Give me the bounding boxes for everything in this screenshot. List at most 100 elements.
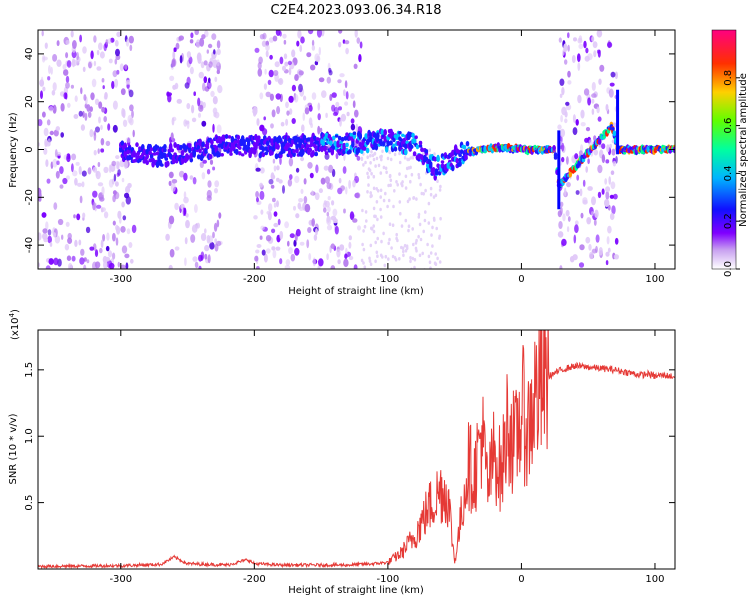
- spectrogram-ridge-mark: [458, 153, 462, 157]
- spectrogram-ridge-mark: [148, 158, 152, 163]
- spectrogram-transition-mark: [616, 89, 620, 155]
- spectrogram-noise-mark: [263, 116, 267, 121]
- spectrogram-noise-mark: [328, 70, 333, 76]
- spectrogram-noise-mark: [323, 165, 329, 171]
- spectrogram-noise-mark: [214, 111, 220, 119]
- spectrogram-noise-mark: [86, 104, 91, 112]
- spectrogram-noise-mark: [404, 282, 407, 286]
- spectrogram-noise-mark: [389, 183, 392, 187]
- spectrogram-noise-mark: [272, 158, 276, 164]
- spectrogram-noise-mark: [293, 239, 297, 247]
- spectrogram-noise-mark: [107, 123, 111, 131]
- spectrogram-ridge-mark: [221, 134, 226, 139]
- spectrogram-noise-mark: [259, 34, 265, 40]
- spectrogram-noise-mark: [576, 174, 580, 181]
- colorbar-tick-label: 0.0: [723, 261, 734, 277]
- spectrogram-noise-mark: [195, 39, 201, 49]
- spectrogram-noise-mark: [194, 204, 198, 213]
- spectrogram-ridge-mark: [440, 160, 445, 164]
- spectrogram-noise-mark: [186, 103, 191, 110]
- spectrogram-noise-mark: [366, 155, 370, 159]
- spectrogram-noise-mark: [93, 149, 97, 156]
- spectrogram-noise-mark: [386, 204, 389, 209]
- spectrogram-noise-mark: [318, 188, 323, 194]
- spectrogram-noise-mark: [439, 216, 442, 221]
- spectrogram-noise-mark: [567, 216, 571, 222]
- spectrogram-noise-mark: [52, 54, 58, 62]
- spectrogram-noise-mark: [128, 35, 134, 44]
- spectrogram-noise-mark: [597, 164, 603, 174]
- spectrogram-noise-mark: [334, 225, 339, 235]
- spectrogram-noise-mark: [353, 63, 358, 69]
- spectrogram-ridge-mark: [374, 143, 379, 151]
- spectrogram-noise-mark: [194, 261, 199, 269]
- spectrogram-noise-mark: [65, 82, 70, 89]
- spectrogram-noise-mark: [190, 234, 196, 243]
- spectrogram-noise-mark: [580, 109, 585, 119]
- spectrogram-ridge-mark: [242, 139, 246, 146]
- spectrogram-noise-mark: [420, 270, 423, 274]
- spectrogram-noise-mark: [404, 248, 408, 253]
- spectrogram-noise-mark: [326, 182, 332, 190]
- spectrogram-noise-mark: [116, 31, 122, 38]
- spectrogram-noise-mark: [300, 156, 305, 162]
- spectrogram-noise-mark: [350, 118, 355, 124]
- spectrogram-noise-mark: [432, 195, 436, 199]
- spectrogram-noise-mark: [411, 227, 415, 231]
- spectrogram-noise-mark: [407, 157, 411, 162]
- spectrogram-noise-mark: [263, 83, 267, 90]
- spectrogram-noise-mark: [308, 105, 313, 112]
- spectrogram-noise-mark: [605, 159, 610, 164]
- spectrogram-noise-mark: [417, 234, 420, 239]
- spectrogram-noise-mark: [74, 239, 78, 247]
- spectrogram-ridge-mark: [393, 146, 398, 152]
- spectrogram-noise-mark: [288, 67, 292, 76]
- spectrogram-noise-mark: [204, 253, 208, 260]
- snr-y-label: SNR (10 * v/v): [8, 413, 19, 484]
- spectrogram-noise-mark: [372, 206, 376, 211]
- spectrogram-noise-mark: [363, 265, 367, 269]
- spectrogram-ridge-mark: [433, 156, 438, 162]
- spectrogram-noise-mark: [100, 138, 105, 146]
- spectrogram-noise-mark: [327, 196, 331, 201]
- spectrogram-ridge-mark: [145, 160, 149, 166]
- spectrogram-noise-mark: [259, 124, 265, 132]
- snr-y-ticks: 0.5 1.0 1.5: [24, 362, 675, 511]
- spectrogram-noise-mark: [374, 164, 377, 168]
- spectrogram-noise-mark: [201, 172, 206, 180]
- spectrogram-noise-mark: [580, 144, 584, 153]
- colorbar: 0.0 0.2 0.4 0.6 0.8 Normalized spectral ampl…: [711, 29, 749, 277]
- spectrogram-noise-mark: [427, 201, 431, 206]
- spectrogram-noise-mark: [392, 204, 395, 209]
- spectrogram-noise-mark: [407, 228, 410, 233]
- spectrogram-noise-mark: [592, 41, 598, 49]
- spectrogram-ridge-mark: [274, 153, 279, 160]
- spectrogram-noise-mark: [403, 155, 407, 160]
- snr-frame: [37, 329, 676, 570]
- spectrogram-noise-mark: [73, 114, 79, 119]
- spectrogram-noise-mark: [269, 93, 274, 102]
- spectrogram-noise-mark: [294, 94, 299, 103]
- spectrogram-noise-mark: [209, 159, 214, 165]
- spectrogram-noise-mark: [561, 238, 567, 246]
- spectrogram-ridge-mark: [160, 154, 164, 160]
- spectrogram-ridge-mark: [155, 145, 160, 149]
- snr-x-label: Height of straight line (km): [288, 585, 424, 596]
- spectrogram-noise-mark: [197, 112, 202, 118]
- spectrogram-noise-mark: [261, 40, 267, 47]
- spectrogram-noise-mark: [91, 78, 97, 88]
- spectrogram-noise-mark: [107, 38, 112, 45]
- spectrogram-noise-mark: [596, 106, 600, 114]
- spectrogram-noise-mark: [273, 202, 277, 208]
- spectrogram-noise-mark: [169, 248, 175, 258]
- spectrogram-noise-mark: [286, 110, 290, 116]
- spectrogram-noise-mark: [105, 140, 111, 147]
- spectrogram-noise-mark: [370, 227, 374, 231]
- spectrogram-noise-mark: [276, 106, 281, 115]
- spectrogram-noise-mark: [115, 160, 119, 170]
- spectrogram-noise-mark: [45, 265, 51, 269]
- spectrogram-noise-mark: [54, 235, 61, 244]
- spectrogram-ridge-mark: [383, 135, 388, 143]
- spectrogram-ridge-mark: [336, 140, 341, 148]
- spectrogram-noise-mark: [174, 202, 179, 211]
